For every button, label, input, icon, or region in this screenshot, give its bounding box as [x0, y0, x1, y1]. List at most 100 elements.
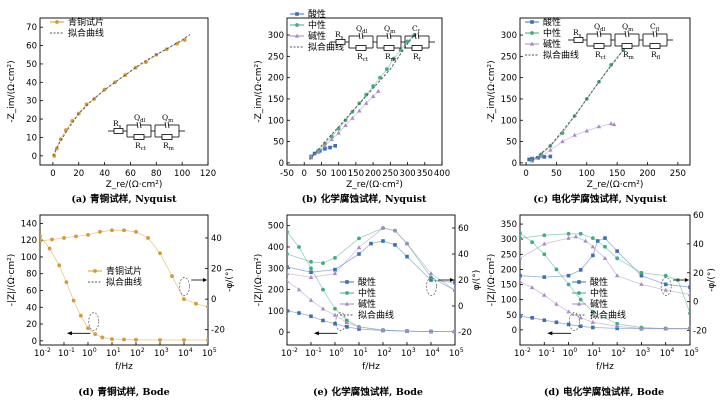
data-point — [560, 131, 565, 135]
circuit-label: Rct — [357, 52, 369, 63]
x-tick-label: 40 — [99, 169, 110, 179]
data-point — [47, 246, 52, 251]
x-tick-label: 103 — [635, 347, 650, 359]
data-point — [40, 234, 42, 238]
data-point — [392, 228, 398, 233]
annotation-ellipse — [179, 277, 190, 296]
legend-label: 碱性 — [308, 30, 326, 42]
y-tick-label: 100 — [501, 296, 517, 306]
data-point — [356, 324, 362, 329]
arrow-head — [684, 278, 690, 282]
legend-label: 拟合曲线 — [308, 41, 344, 53]
data-point — [62, 236, 66, 240]
fit-curve — [531, 49, 624, 162]
y2-tick-label: 20 — [458, 276, 469, 286]
y-tick-label: 50 — [506, 138, 517, 148]
data-point — [520, 314, 522, 319]
legend-marker — [529, 41, 535, 46]
data-point — [287, 230, 289, 234]
data-point — [560, 139, 565, 144]
data-point — [329, 137, 334, 142]
data-point — [320, 306, 326, 311]
x-tick-label: 10-1 — [58, 347, 75, 359]
data-point — [602, 255, 608, 260]
x-tick-label: 10-1 — [538, 347, 555, 359]
data-point — [404, 328, 410, 333]
y-tick-label: 200 — [501, 74, 517, 84]
data-point — [663, 326, 668, 331]
x-tick-label: 150 — [348, 169, 364, 179]
data-point — [548, 147, 553, 152]
data-point — [64, 280, 69, 284]
annotation-ellipse — [335, 312, 347, 331]
circuit-label: Rs — [113, 119, 122, 130]
data-point — [182, 297, 186, 302]
data-point — [566, 309, 571, 314]
data-point — [86, 326, 90, 331]
legend-label: 青铜试片 — [68, 16, 104, 28]
series-line — [40, 235, 208, 341]
annotations — [66, 277, 208, 336]
y-tick-label: 150 — [268, 95, 284, 105]
data-point — [572, 132, 577, 137]
data-point — [554, 301, 559, 306]
data-point — [50, 237, 54, 242]
x-tick-label: 104 — [178, 347, 193, 359]
data-point — [566, 322, 571, 327]
data-point — [590, 244, 596, 249]
data-point — [611, 122, 617, 127]
y2-tick-label: 40 — [458, 250, 469, 260]
equivalent-circuit: Rs Qdl Rct Qm Rm — [108, 113, 185, 152]
y-tick-label: 300 — [268, 264, 284, 274]
data-point — [206, 338, 208, 342]
data-point — [333, 306, 337, 311]
x-tick-label: 100 — [563, 347, 578, 359]
data-point — [384, 67, 389, 72]
y-tick-label: 140 — [21, 219, 37, 229]
data-point — [322, 143, 328, 148]
data-point — [378, 75, 382, 80]
data-point — [578, 324, 583, 329]
data-point — [520, 273, 522, 278]
y-tick-label: 300 — [268, 31, 284, 41]
data-point — [333, 321, 337, 326]
circuit-label: Rs — [573, 28, 582, 39]
data-point — [78, 313, 83, 318]
y-tick-label: 60 — [26, 286, 37, 296]
arrow-head — [313, 331, 319, 336]
x-tick-label: 120 — [200, 169, 216, 179]
data-point — [453, 280, 455, 285]
data-point — [357, 236, 361, 241]
circuit-resistor — [411, 45, 423, 51]
panel-caption: (e) 化学腐蚀试样, Bode — [313, 386, 423, 398]
circuit-resistor — [621, 43, 633, 49]
circuit-cpe — [136, 121, 139, 129]
circuit-cpe — [652, 30, 655, 38]
data-point — [122, 337, 126, 342]
x-tick-label: 101 — [106, 347, 121, 359]
y-axis-label: -Z_im/(Ω·cm²) — [7, 60, 17, 122]
plot-frame — [519, 17, 691, 166]
y-tick-label: 80 — [26, 270, 37, 280]
y2-tick-label: 20 — [693, 269, 704, 279]
data-point — [356, 245, 362, 250]
data-point — [93, 332, 98, 336]
circuit-cpe — [164, 121, 167, 129]
x-axis-label: Z_re/(Ω·cm²) — [587, 180, 644, 190]
y-tick-label: 30 — [26, 97, 37, 107]
data-point — [321, 318, 325, 323]
legend-label: 中性 — [308, 19, 326, 31]
fit-curve — [52, 34, 191, 157]
data-point — [182, 38, 187, 42]
data-point — [539, 154, 544, 159]
data-point — [40, 239, 42, 243]
data-point — [452, 288, 455, 292]
y-tick-label: 0 — [279, 328, 284, 338]
data-point — [591, 325, 595, 330]
legend-marker — [344, 301, 350, 306]
data-point — [297, 311, 301, 315]
data-point — [687, 326, 690, 331]
